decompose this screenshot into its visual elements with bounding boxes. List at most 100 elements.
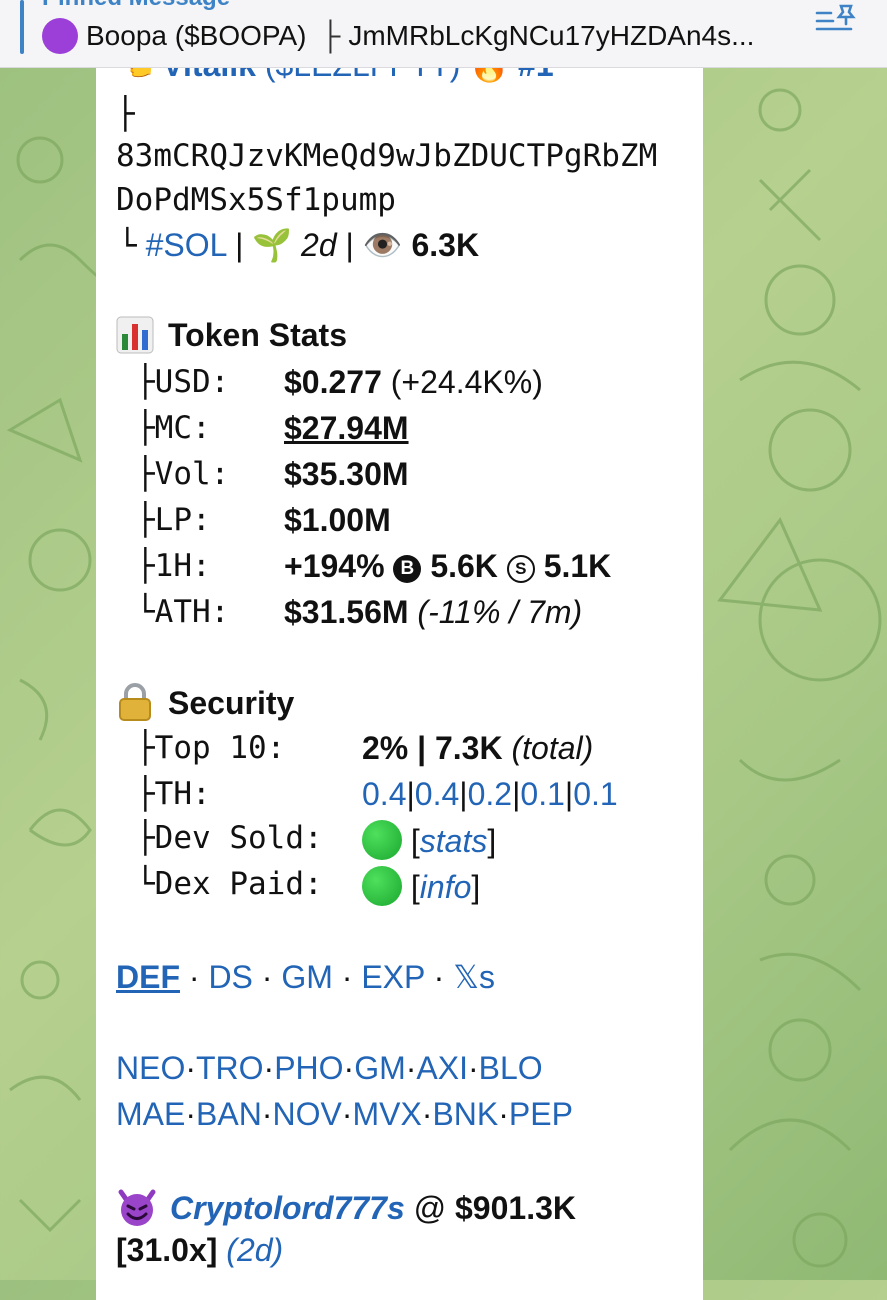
tree-glyph: └ — [136, 594, 155, 630]
smiling-devil-icon — [118, 1189, 156, 1226]
stat-value-vol: $35.30M — [284, 456, 409, 492]
purple-circle-icon — [42, 18, 78, 54]
stat-key: ├USD: — [136, 364, 229, 400]
pinned-accent-bar — [20, 0, 24, 54]
holder-percent[interactable]: 0.4 — [414, 776, 460, 812]
stat-change-usd: (+24.4K%) — [390, 364, 543, 400]
address-branch-glyph: ├ — [116, 96, 135, 132]
pinned-content: Boopa ($BOOPA) ├ JmMRbLcKgNCu17yHZDAn4s.… — [42, 18, 754, 54]
chain-hashtag[interactable]: #SOL — [145, 227, 227, 263]
link-def[interactable]: DEF — [116, 959, 180, 995]
platform-link[interactable]: BAN — [196, 1096, 262, 1132]
stat-value-usd: $0.277 — [284, 364, 382, 400]
stat-key-mc: MC: — [154, 410, 211, 446]
platform-link[interactable]: NOV — [272, 1096, 342, 1132]
pinned-list-icon[interactable] — [815, 4, 859, 36]
lock-icon — [119, 683, 151, 721]
platform-links-row1: NEO·TRO·PHO·GM·AXI·BLO — [116, 1050, 543, 1086]
stat-key-ath: ATH: — [154, 594, 230, 630]
meta-branch-glyph: └ — [118, 228, 137, 264]
pinned-branch-glyph: ├ — [320, 20, 341, 51]
stat-key-1h: 1H: — [154, 548, 211, 584]
platform-link[interactable]: GM — [354, 1050, 406, 1086]
platform-link[interactable]: BNK — [432, 1096, 499, 1132]
link-gm[interactable]: GM — [281, 959, 333, 995]
holder-percent[interactable]: 0.2 — [467, 776, 513, 812]
platform-link[interactable]: MVX — [352, 1096, 422, 1132]
buys-icon: B — [393, 555, 422, 583]
eye-emoji-icon: 👁️ — [362, 227, 403, 263]
sells-icon: S — [506, 555, 535, 583]
token-stats-heading: Token Stats — [116, 316, 347, 354]
security-key-top10: Top 10: — [154, 730, 286, 766]
stat-key-lp: LP: — [154, 502, 211, 538]
link-xs[interactable]: 𝕏s — [453, 959, 495, 995]
tree-glyph: ├ — [136, 548, 155, 584]
green-circle-icon — [362, 820, 402, 860]
green-circle-icon — [362, 866, 402, 906]
tree-glyph: ├ — [136, 410, 155, 446]
dex-paid-info-link[interactable]: info — [419, 869, 472, 905]
pinned-token-label: Boopa ($BOOPA) — [86, 20, 307, 51]
token-meta-line: └ #SOL | 🌱 2d | 👁️ 6.3K — [116, 226, 479, 264]
security-key-th: TH: — [154, 776, 211, 812]
pinned-message-bar[interactable]: Pinned Message Boopa ($BOOPA) ├ JmMRbLcK… — [0, 0, 887, 68]
stat-value-lp: $1.00M — [284, 502, 391, 538]
token-stats-title: Token Stats — [168, 317, 347, 353]
tree-glyph: ├ — [136, 776, 155, 812]
meta-separator: | — [345, 227, 354, 263]
link-exp[interactable]: EXP — [361, 959, 425, 995]
quick-links-row: DEF · DS · GM · EXP · 𝕏s — [116, 959, 495, 995]
stat-ath-change: (-11% / 7m) — [417, 594, 583, 630]
stat-key-usd: USD: — [154, 364, 230, 400]
tree-glyph: ├ — [136, 730, 155, 766]
caller-multiple: [31.0x] — [116, 1232, 218, 1268]
security-value-top10: 2% | 7.3K — [362, 730, 503, 766]
contract-address-line2[interactable]: DoPdMSx5Sf1pump — [116, 182, 396, 218]
tree-glyph: ├ — [136, 502, 155, 538]
platform-link[interactable]: PHO — [274, 1050, 344, 1086]
tree-glyph: ├ — [136, 364, 155, 400]
holder-percent[interactable]: 0.1 — [520, 776, 565, 812]
pinned-address: JmMRbLcKgNCu17yHZDAn4s... — [348, 20, 755, 51]
pinned-title: Pinned Message — [42, 0, 230, 12]
token-age: 2d — [301, 227, 337, 263]
view-count: 6.3K — [411, 227, 480, 263]
platform-link[interactable]: MAE — [116, 1096, 186, 1132]
platform-link[interactable]: NEO — [116, 1050, 186, 1086]
security-top10-note: (total) — [511, 730, 594, 766]
meta-separator: | — [235, 227, 244, 263]
platform-link[interactable]: TRO — [196, 1050, 264, 1086]
caller-line: Cryptolord777s @ $901.3K — [116, 1186, 576, 1228]
holder-percent[interactable]: 0.4 — [362, 776, 407, 812]
security-title: Security — [168, 685, 295, 721]
caller-age[interactable]: (2d) — [226, 1232, 284, 1268]
link-ds[interactable]: DS — [208, 959, 253, 995]
platform-link[interactable]: PEP — [508, 1096, 573, 1132]
stat-sells-1h: 5.1K — [543, 548, 612, 584]
stat-value-ath: $31.56M — [284, 594, 409, 630]
stat-value-1h: +194% — [284, 548, 385, 584]
stat-buys-1h: 5.6K — [430, 548, 498, 584]
stat-value-mc[interactable]: $27.94M — [284, 410, 409, 446]
bar-chart-icon — [116, 316, 154, 354]
contract-address-line1[interactable]: 83mCRQJzvKMeQd9wJbZDUCTPgRbZM — [116, 138, 658, 174]
caller-name-link[interactable]: Cryptolord777s — [170, 1190, 405, 1226]
tree-glyph: └ — [136, 866, 155, 902]
seedling-emoji-icon: 🌱 — [252, 227, 293, 263]
security-heading: Security — [116, 682, 294, 722]
security-key-dev-sold: Dev Sold: — [154, 820, 323, 856]
caller-at: @ — [413, 1190, 447, 1226]
caller-multiple-line: [31.0x] (2d) — [116, 1232, 283, 1269]
tree-glyph: ├ — [136, 456, 155, 492]
message-bubble: 👈 Vitalik ($LEZLFPTT) 🔥 #1 ├ 83mCRQJzvKM… — [96, 40, 703, 1300]
tree-glyph: ├ — [136, 820, 155, 856]
platform-link[interactable]: BLO — [478, 1050, 543, 1086]
security-key-dex-paid: Dex Paid: — [154, 866, 323, 902]
platform-links-row2: MAE·BAN·NOV·MVX·BNK·PEP — [116, 1096, 573, 1132]
stat-key-vol: Vol: — [154, 456, 230, 492]
caller-entry-price: $901.3K — [455, 1190, 576, 1226]
dev-sold-stats-link[interactable]: stats — [419, 823, 488, 859]
platform-link[interactable]: AXI — [416, 1050, 468, 1086]
holder-percent[interactable]: 0.1 — [573, 776, 618, 812]
